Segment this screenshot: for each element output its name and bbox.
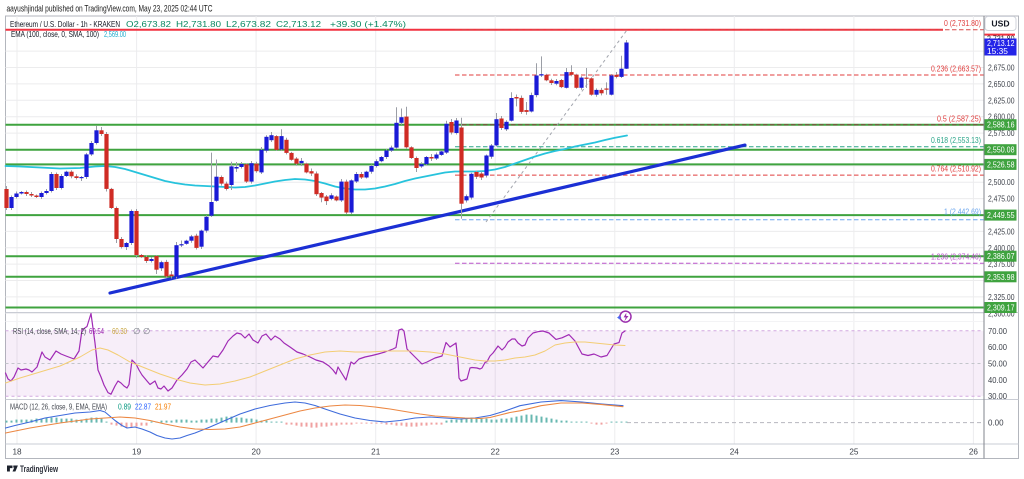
svg-text:RSI (14, close, SMA, 14, 2): RSI (14, close, SMA, 14, 2) bbox=[13, 326, 86, 336]
svg-text:1.236 (2,374.46): 1.236 (2,374.46) bbox=[931, 252, 981, 261]
svg-text:2,309.17: 2,309.17 bbox=[987, 303, 1015, 313]
svg-text:20: 20 bbox=[252, 448, 262, 457]
svg-text:2,588.16: 2,588.16 bbox=[987, 120, 1015, 130]
svg-text:0.618 (2,553.13): 0.618 (2,553.13) bbox=[931, 136, 981, 145]
svg-text:40.00: 40.00 bbox=[988, 375, 1007, 385]
svg-text:2,400.00: 2,400.00 bbox=[988, 243, 1015, 253]
svg-text:22.87: 22.87 bbox=[135, 401, 151, 411]
svg-text:O2,673.82: O2,673.82 bbox=[126, 19, 171, 29]
svg-text:EMA (100, close, 0, SMA, 100): EMA (100, close, 0, SMA, 100) bbox=[11, 30, 99, 39]
svg-text:1 (2,442.69): 1 (2,442.69) bbox=[944, 208, 981, 217]
svg-text:60.00: 60.00 bbox=[988, 342, 1007, 352]
svg-text:0.00: 0.00 bbox=[988, 418, 1004, 428]
svg-text:MACD (12, 26, close, 9, EMA, E: MACD (12, 26, close, 9, EMA, EMA) bbox=[10, 401, 107, 411]
svg-text:25: 25 bbox=[849, 448, 859, 457]
svg-text:69.54: 69.54 bbox=[89, 326, 104, 336]
svg-text:2,300.00: 2,300.00 bbox=[988, 308, 1015, 318]
svg-text:2,575.00: 2,575.00 bbox=[988, 128, 1015, 138]
svg-text:2,675.00: 2,675.00 bbox=[988, 63, 1015, 73]
svg-text:∅ ∅: ∅ ∅ bbox=[133, 326, 151, 336]
svg-text:15:35: 15:35 bbox=[987, 46, 1008, 56]
svg-text:0.236 (2,663.57): 0.236 (2,663.57) bbox=[931, 64, 981, 73]
svg-text:50.00: 50.00 bbox=[988, 359, 1007, 369]
svg-text:C2,713.12: C2,713.12 bbox=[276, 19, 321, 29]
svg-text:TradingView: TradingView bbox=[20, 464, 58, 474]
svg-text:21: 21 bbox=[371, 448, 381, 457]
svg-text:26: 26 bbox=[969, 448, 979, 457]
svg-text:2,375.00: 2,375.00 bbox=[988, 259, 1015, 269]
svg-text:0 (2,731.80): 0 (2,731.80) bbox=[944, 19, 981, 28]
svg-text:0.89: 0.89 bbox=[118, 401, 131, 411]
svg-text:22: 22 bbox=[491, 448, 501, 457]
svg-text:2,386.07: 2,386.07 bbox=[987, 251, 1015, 261]
svg-text:70.00: 70.00 bbox=[988, 326, 1007, 336]
svg-text:L2,673.82: L2,673.82 bbox=[226, 19, 271, 29]
svg-text:2,353.98: 2,353.98 bbox=[987, 272, 1015, 282]
svg-text:2,550.08: 2,550.08 bbox=[987, 145, 1015, 155]
svg-text:60.30: 60.30 bbox=[112, 326, 127, 336]
svg-text:2,600.00: 2,600.00 bbox=[988, 112, 1015, 122]
svg-text:2,625.00: 2,625.00 bbox=[988, 95, 1015, 105]
svg-text:24: 24 bbox=[730, 448, 740, 457]
svg-text:H2,731.80: H2,731.80 bbox=[176, 19, 221, 29]
svg-text:0.5 (2,587.25): 0.5 (2,587.25) bbox=[937, 114, 981, 123]
svg-text:2,325.00: 2,325.00 bbox=[988, 292, 1015, 302]
svg-text:2,713.12: 2,713.12 bbox=[987, 38, 1015, 48]
svg-text:19: 19 bbox=[132, 448, 142, 457]
svg-text:USD: USD bbox=[991, 19, 1009, 29]
svg-text:18: 18 bbox=[12, 448, 22, 457]
svg-text:2,526.58: 2,526.58 bbox=[987, 159, 1015, 169]
svg-text:23: 23 bbox=[610, 448, 620, 457]
svg-text:2,425.00: 2,425.00 bbox=[988, 226, 1015, 236]
svg-text:2,650.00: 2,650.00 bbox=[988, 79, 1015, 89]
svg-text:2,449.55: 2,449.55 bbox=[987, 210, 1015, 220]
svg-text:+39.30 (+1.47%): +39.30 (+1.47%) bbox=[330, 19, 406, 29]
svg-text:2,475.00: 2,475.00 bbox=[988, 194, 1015, 204]
svg-text:2,569.00: 2,569.00 bbox=[104, 30, 126, 39]
svg-text:Ethereum / U.S. Dollar - 1h -: Ethereum / U.S. Dollar - 1h - KRAKEN bbox=[10, 19, 120, 29]
svg-text:0.764 (2,510.92): 0.764 (2,510.92) bbox=[931, 164, 981, 173]
svg-text:21.97: 21.97 bbox=[155, 401, 171, 411]
svg-text:2,500.00: 2,500.00 bbox=[988, 177, 1015, 187]
svg-text:aayushjindal published on Trad: aayushjindal published on TradingView.co… bbox=[7, 4, 213, 14]
svg-text:30.00: 30.00 bbox=[988, 391, 1007, 401]
